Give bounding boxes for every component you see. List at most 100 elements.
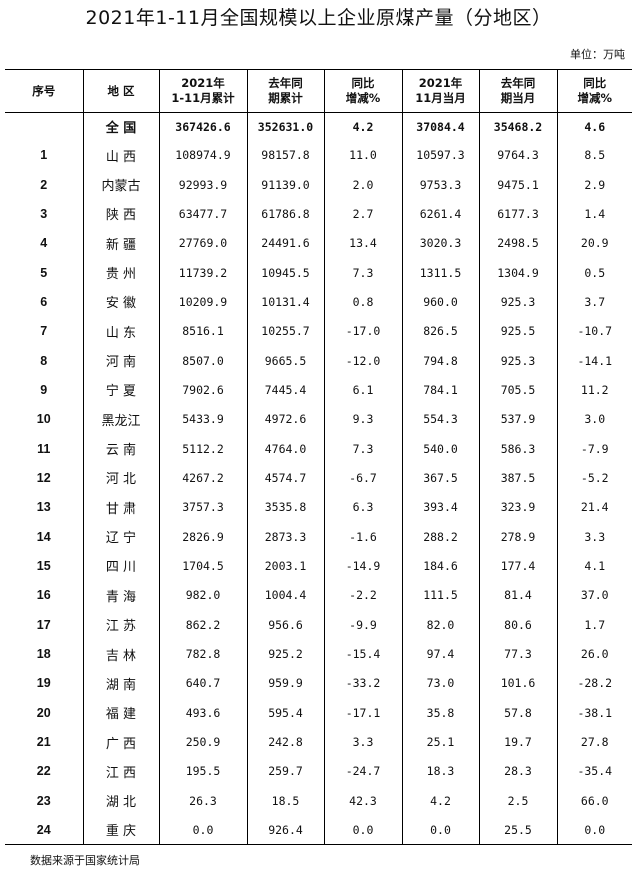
value-cell: 1.4 [556,199,632,229]
index-cell: 12 [36,470,51,485]
value-cell: 66.0 [556,786,632,816]
value-cell: 782.8 [158,639,247,669]
value-cell: 63477.7 [158,199,247,229]
unit-label: 单位：万吨 [570,48,625,61]
region-cell: 贵 州 [82,257,159,288]
coal-production-table: 序号地 区 2021年 1-11月累计 去年同 期累计 同比 增减% 2021年 11月… [5,69,632,846]
value-cell: 9665.5 [246,345,324,376]
value-cell: 177.4 [478,551,557,581]
value-cell: 20.9 [556,228,632,258]
value-cell: 242.8 [246,727,324,757]
value-cell: 1704.5 [158,551,247,581]
table-row: 10 黑龙江 5433.9 4972.6 9.3 554.3 537.9 3.0 [5,404,632,434]
column-header: 同比 增减% [323,69,402,113]
value-cell: -5.2 [556,463,632,493]
table-row: 21 广 西 250.9 242.8 3.3 25.1 19.7 27.8 [5,727,632,757]
value-cell: 57.8 [478,698,557,728]
region-cell: 内蒙古 [82,169,159,200]
value-cell: 5433.9 [158,404,247,434]
region-cell: 安 徽 [82,287,159,317]
table-row: 17 江 苏 862.2 956.6 -9.9 82.0 80.6 1.7 [5,610,632,640]
region-cell: 山 东 [82,316,159,346]
column-header: 去年同 期累计 [246,69,324,113]
index-cell: 20 [36,705,51,720]
value-cell: 2873.3 [246,521,324,552]
region-cell: 云 南 [82,433,159,464]
value-cell: 18.5 [246,786,324,816]
region-cell: 广 西 [82,727,159,757]
table-row: 9 宁 夏 7902.6 7445.4 6.1 784.1 705.5 11.2 [5,375,632,405]
table-row: 11 云 南 5112.2 4764.0 7.3 540.0 586.3 -7.9 [5,433,632,464]
value-cell: 9475.1 [478,169,557,200]
value-cell: -12.0 [323,345,402,376]
value-cell: 960.0 [401,287,479,317]
value-cell: 3.3 [323,727,402,757]
value-cell: 4764.0 [246,433,324,464]
region-cell: 宁 夏 [82,375,159,405]
index-cell: 14 [36,529,51,544]
index-cell: 7 [40,324,48,339]
value-cell: -15.4 [323,639,402,669]
region-cell: 黑龙江 [82,404,159,434]
value-cell: 11739.2 [158,257,247,288]
value-cell: 925.3 [478,287,557,317]
region-cell: 山 西 [82,140,159,170]
column-header: 去年同 期当月 [478,69,557,113]
value-cell: 6.3 [323,492,402,522]
index-cell: 16 [36,588,51,603]
value-cell: 595.4 [246,698,324,728]
value-cell: 92993.9 [158,169,247,200]
value-cell: 7.3 [323,257,402,288]
region-cell: 河 南 [82,345,159,376]
value-cell: 367.5 [401,463,479,493]
region-cell: 全 国 [82,112,159,141]
table-row: 19 湖 南 640.7 959.9 -33.2 73.0 101.6 -28.2 [5,668,632,699]
value-cell: 4574.7 [246,463,324,493]
value-cell: 537.9 [478,404,557,434]
table-row: 15 四 川 1704.5 2003.1 -14.9 184.6 177.4 4.1 [5,551,632,581]
value-cell: 27769.0 [158,228,247,258]
value-cell: -14.1 [556,345,632,376]
value-cell: 794.8 [401,345,479,376]
value-cell: 4.1 [556,551,632,581]
value-cell: 21.4 [556,492,632,522]
value-cell: 2498.5 [478,228,557,258]
value-cell: 4.6 [556,112,632,141]
index-cell: 1 [40,148,48,163]
value-cell: -6.7 [323,463,402,493]
index-cell: 24 [5,815,83,846]
value-cell: -17.1 [323,698,402,728]
value-cell: 4267.2 [158,463,247,493]
value-cell: 826.5 [401,316,479,346]
value-cell: 3020.3 [401,228,479,258]
value-cell: 2.9 [556,169,632,200]
index-cell: 23 [36,793,51,808]
value-cell: 586.3 [478,433,557,464]
region-cell: 江 西 [82,756,159,787]
region-cell: 河 北 [82,463,159,493]
index-cell: 18 [36,647,51,662]
value-cell: 10131.4 [246,287,324,317]
table-row: 13 甘 肃 3757.3 3535.8 6.3 393.4 323.9 21.4 [5,492,632,522]
value-cell: 27.8 [556,727,632,757]
value-cell: 0.8 [323,287,402,317]
value-cell: 278.9 [478,521,557,552]
table-row: 8 河 南 8507.0 9665.5 -12.0 794.8 925.3 -14.1 [5,345,632,376]
value-cell: -28.2 [556,668,632,699]
value-cell: -35.4 [556,756,632,787]
value-cell: 10597.3 [401,140,479,170]
table-row: 4 新 疆 27769.0 24491.6 13.4 3020.3 2498.5 20.9 [5,228,632,258]
value-cell: 35468.2 [478,112,557,141]
value-cell: 80.6 [478,610,557,640]
index-cell: 19 [36,676,51,691]
value-cell: 195.5 [158,756,247,787]
region-cell: 福 建 [82,698,159,728]
value-cell: 2826.9 [158,521,247,552]
value-cell: 26.0 [556,639,632,669]
value-cell: 28.3 [478,756,557,787]
value-cell: 37084.4 [401,112,479,141]
value-cell: 0.0 [556,815,632,846]
value-cell: 925.5 [478,316,557,346]
index-cell: 21 [36,735,51,750]
value-cell: 18.3 [401,756,479,787]
